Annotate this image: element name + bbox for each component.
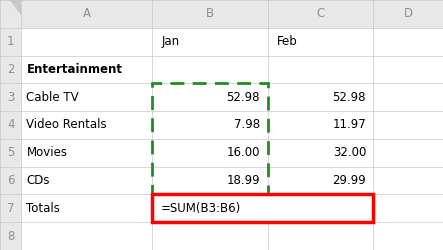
Polygon shape [10, 0, 21, 15]
Bar [152, 194, 268, 222]
Text: 6: 6 [7, 174, 14, 187]
Bar [21, 0, 152, 28]
Bar [373, 0, 443, 28]
Bar [152, 0, 268, 28]
Text: Video Rentals: Video Rentals [27, 118, 107, 132]
Bar [373, 194, 443, 222]
Text: 32.00: 32.00 [333, 146, 366, 159]
Bar [373, 167, 443, 194]
Bar [21, 111, 152, 139]
Bar [268, 111, 373, 139]
Bar [373, 28, 443, 56]
Bar [268, 0, 373, 28]
Bar [21, 0, 152, 28]
Text: 3: 3 [7, 91, 14, 104]
Bar [0, 56, 21, 83]
Text: 5: 5 [7, 146, 14, 159]
Text: Cable TV: Cable TV [27, 91, 79, 104]
Bar [268, 56, 373, 83]
Bar [21, 222, 152, 250]
Bar [152, 194, 373, 222]
Bar [21, 83, 152, 111]
Bar [0, 28, 21, 56]
Text: CDs: CDs [27, 174, 50, 187]
Bar [268, 194, 373, 222]
Bar [0, 139, 21, 167]
Text: 4: 4 [7, 118, 14, 132]
Bar [0, 83, 21, 111]
Bar [0, 111, 21, 139]
Text: 52.98: 52.98 [333, 91, 366, 104]
Bar [0, 167, 21, 194]
Text: B: B [206, 8, 214, 20]
Text: Entertainment: Entertainment [27, 63, 123, 76]
Text: =SUM(B3:B6): =SUM(B3:B6) [161, 202, 241, 215]
Bar [152, 28, 268, 56]
Bar [152, 167, 268, 194]
Bar [373, 0, 443, 28]
Bar [0, 0, 21, 28]
Text: A: A [82, 8, 91, 20]
Bar [0, 28, 21, 56]
Text: C: C [317, 8, 325, 20]
Bar [0, 139, 21, 167]
Bar [152, 83, 268, 194]
Text: 11.97: 11.97 [332, 118, 366, 132]
Bar [0, 222, 21, 250]
Bar [21, 194, 152, 222]
Bar [0, 0, 21, 28]
Bar [268, 167, 373, 194]
Bar [152, 139, 268, 167]
Text: 52.98: 52.98 [226, 91, 260, 104]
Bar [0, 222, 21, 250]
Text: Movies: Movies [27, 146, 67, 159]
Bar [0, 56, 21, 83]
Text: 18.99: 18.99 [226, 174, 260, 187]
Text: 1: 1 [7, 35, 14, 48]
Bar [152, 0, 268, 28]
Text: 2: 2 [7, 63, 14, 76]
Bar [152, 83, 268, 111]
Text: D: D [404, 8, 413, 20]
Bar [0, 167, 21, 194]
Bar [373, 56, 443, 83]
Text: 16.00: 16.00 [226, 146, 260, 159]
Bar [152, 194, 373, 222]
Bar [21, 56, 152, 83]
Bar [0, 194, 21, 222]
Text: Totals: Totals [27, 202, 60, 215]
Text: 8: 8 [7, 230, 14, 242]
Bar [152, 222, 268, 250]
Bar [373, 222, 443, 250]
Text: Jan: Jan [161, 35, 179, 48]
Bar [152, 111, 268, 139]
Bar [0, 83, 21, 111]
Bar [268, 139, 373, 167]
Bar [21, 139, 152, 167]
Bar [268, 28, 373, 56]
Bar [268, 0, 373, 28]
Bar [0, 111, 21, 139]
Bar [152, 56, 268, 83]
Bar [268, 222, 373, 250]
Bar [0, 194, 21, 222]
Bar [373, 111, 443, 139]
Text: 29.99: 29.99 [332, 174, 366, 187]
Bar [21, 28, 152, 56]
Text: 7.98: 7.98 [234, 118, 260, 132]
Text: 7: 7 [7, 202, 14, 215]
Bar [373, 139, 443, 167]
Bar [373, 83, 443, 111]
Bar [0, 0, 21, 28]
Bar [268, 83, 373, 111]
Bar [21, 167, 152, 194]
Text: Feb: Feb [276, 35, 297, 48]
